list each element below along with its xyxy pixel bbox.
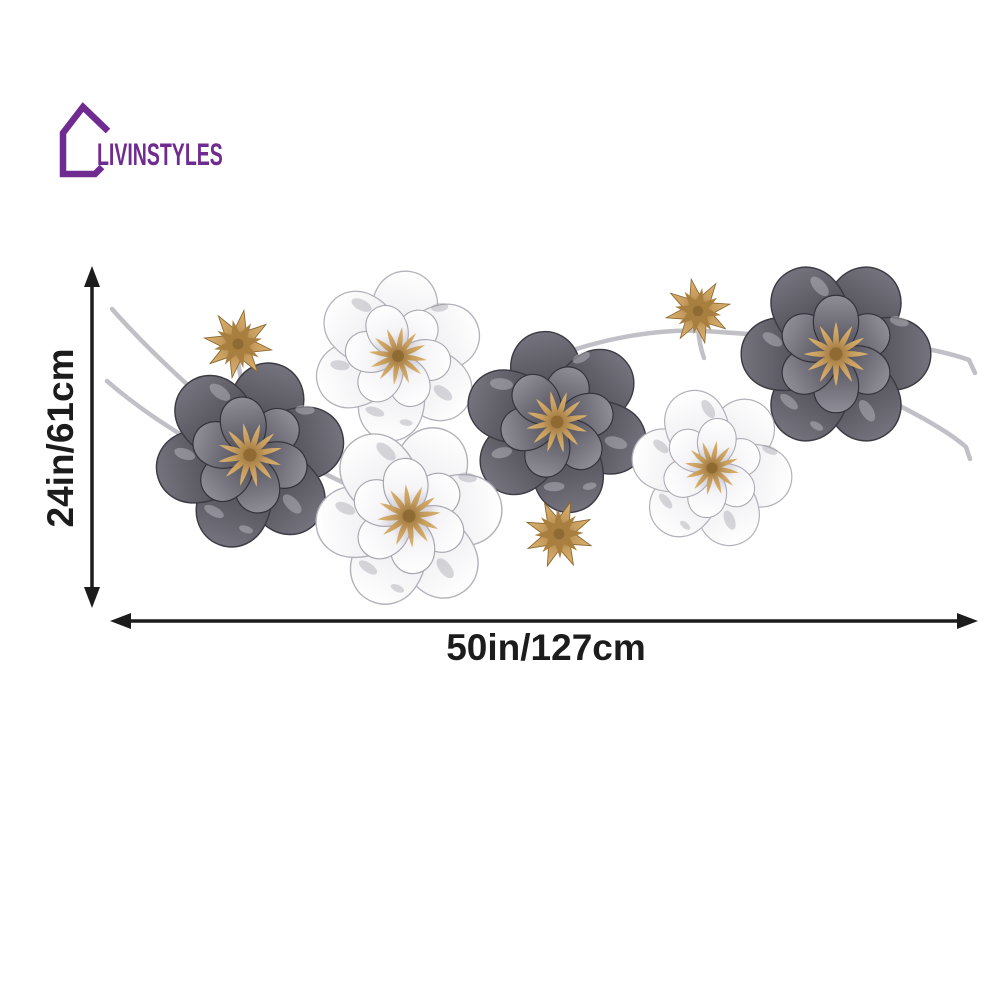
brand-logo: LIVINSTYLES — [59, 102, 223, 178]
brand-name: LIVINSTYLES — [97, 136, 223, 172]
width-dimension-label: 50in/127cm — [446, 627, 646, 668]
height-dimension-label: 24in/61cm — [40, 348, 81, 528]
width-dimension-arrow — [110, 613, 978, 629]
height-dimension-arrow — [84, 266, 100, 608]
house-logo-icon — [59, 102, 111, 178]
